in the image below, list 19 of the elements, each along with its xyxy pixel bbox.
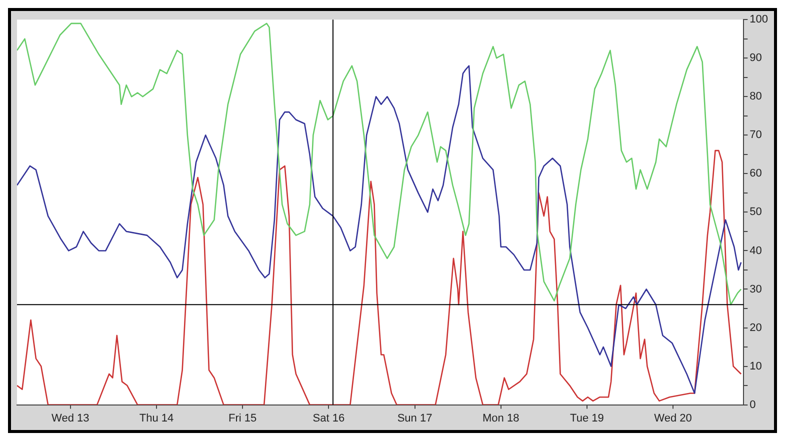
x-tick-label: Wed 13 [52,412,90,424]
y-tick-label: 60 [750,168,762,180]
y-tick-label: 70 [750,129,762,142]
x-tick-label: Mon 18 [482,412,520,424]
y-tick-label: 100 [750,14,768,26]
y-tick-label: 40 [750,244,762,257]
y-tick-label: 90 [750,52,762,64]
x-tick-label: Sat 16 [312,412,345,424]
y-tick-label: 80 [750,90,762,103]
y-tick-label: 20 [750,322,762,334]
y-tick-label: 50 [750,206,762,218]
x-tick-label: Fri 15 [228,412,257,424]
y-tick-label: 30 [750,283,762,296]
x-tick-label: Thu 14 [139,412,174,424]
y-tick-label: 0 [750,398,756,411]
x-tick-label: Wed 20 [654,412,692,424]
y-tick-label: 10 [750,360,762,372]
x-tick-label: Tue 19 [570,412,604,424]
x-tick-label: Sun 17 [397,412,432,424]
